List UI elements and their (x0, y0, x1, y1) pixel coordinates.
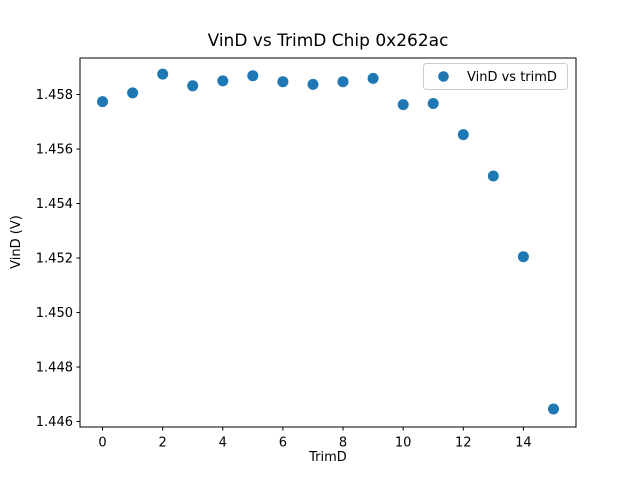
y-axis-label: VinD (V) (9, 215, 24, 269)
x-tick-label: 8 (339, 436, 347, 451)
x-tick-label: 0 (98, 436, 106, 451)
x-tick-label: 6 (279, 436, 287, 451)
y-tick-label: 1.450 (36, 306, 73, 321)
data-point (157, 68, 169, 80)
data-point (397, 99, 409, 111)
legend-marker-icon (438, 71, 449, 82)
data-point (307, 78, 319, 90)
data-point (457, 129, 469, 141)
y-tick-label: 1.446 (36, 415, 73, 430)
plot-area (79, 57, 577, 428)
data-point (187, 80, 199, 92)
data-point (517, 251, 529, 263)
data-point (548, 403, 559, 415)
x-axis-ticks: 0 2 4 6 8 10 12 14 (98, 427, 532, 451)
x-tick-label: 12 (455, 436, 472, 451)
x-axis-label: TrimD (308, 450, 347, 465)
data-point (487, 170, 499, 182)
data-point (337, 76, 349, 88)
legend-box (423, 63, 568, 90)
x-tick-label: 10 (395, 436, 412, 451)
y-tick-label: 1.458 (36, 88, 73, 103)
scatter-series (97, 68, 559, 415)
data-point (97, 96, 108, 108)
data-point (367, 72, 379, 84)
chart-title: VinD vs TrimD Chip 0x262ac (208, 31, 449, 51)
y-tick-label: 1.452 (36, 252, 73, 267)
y-tick-label: 1.454 (36, 197, 73, 212)
y-tick-label: 1.448 (36, 361, 73, 376)
x-tick-label: 2 (159, 436, 167, 451)
data-point (217, 75, 229, 87)
y-axis-ticks: 1.446 1.448 1.450 1.452 1.454 1.456 1.458 (36, 88, 80, 430)
data-point (247, 70, 259, 82)
x-tick-label: 14 (515, 436, 532, 451)
data-point (427, 98, 439, 109)
x-tick-label: 4 (219, 436, 227, 451)
legend-label: VinD vs trimD (467, 70, 557, 85)
legend: VinD vs trimD (423, 63, 568, 90)
data-point (127, 87, 139, 99)
y-tick-label: 1.456 (36, 143, 73, 158)
data-point (277, 76, 289, 88)
